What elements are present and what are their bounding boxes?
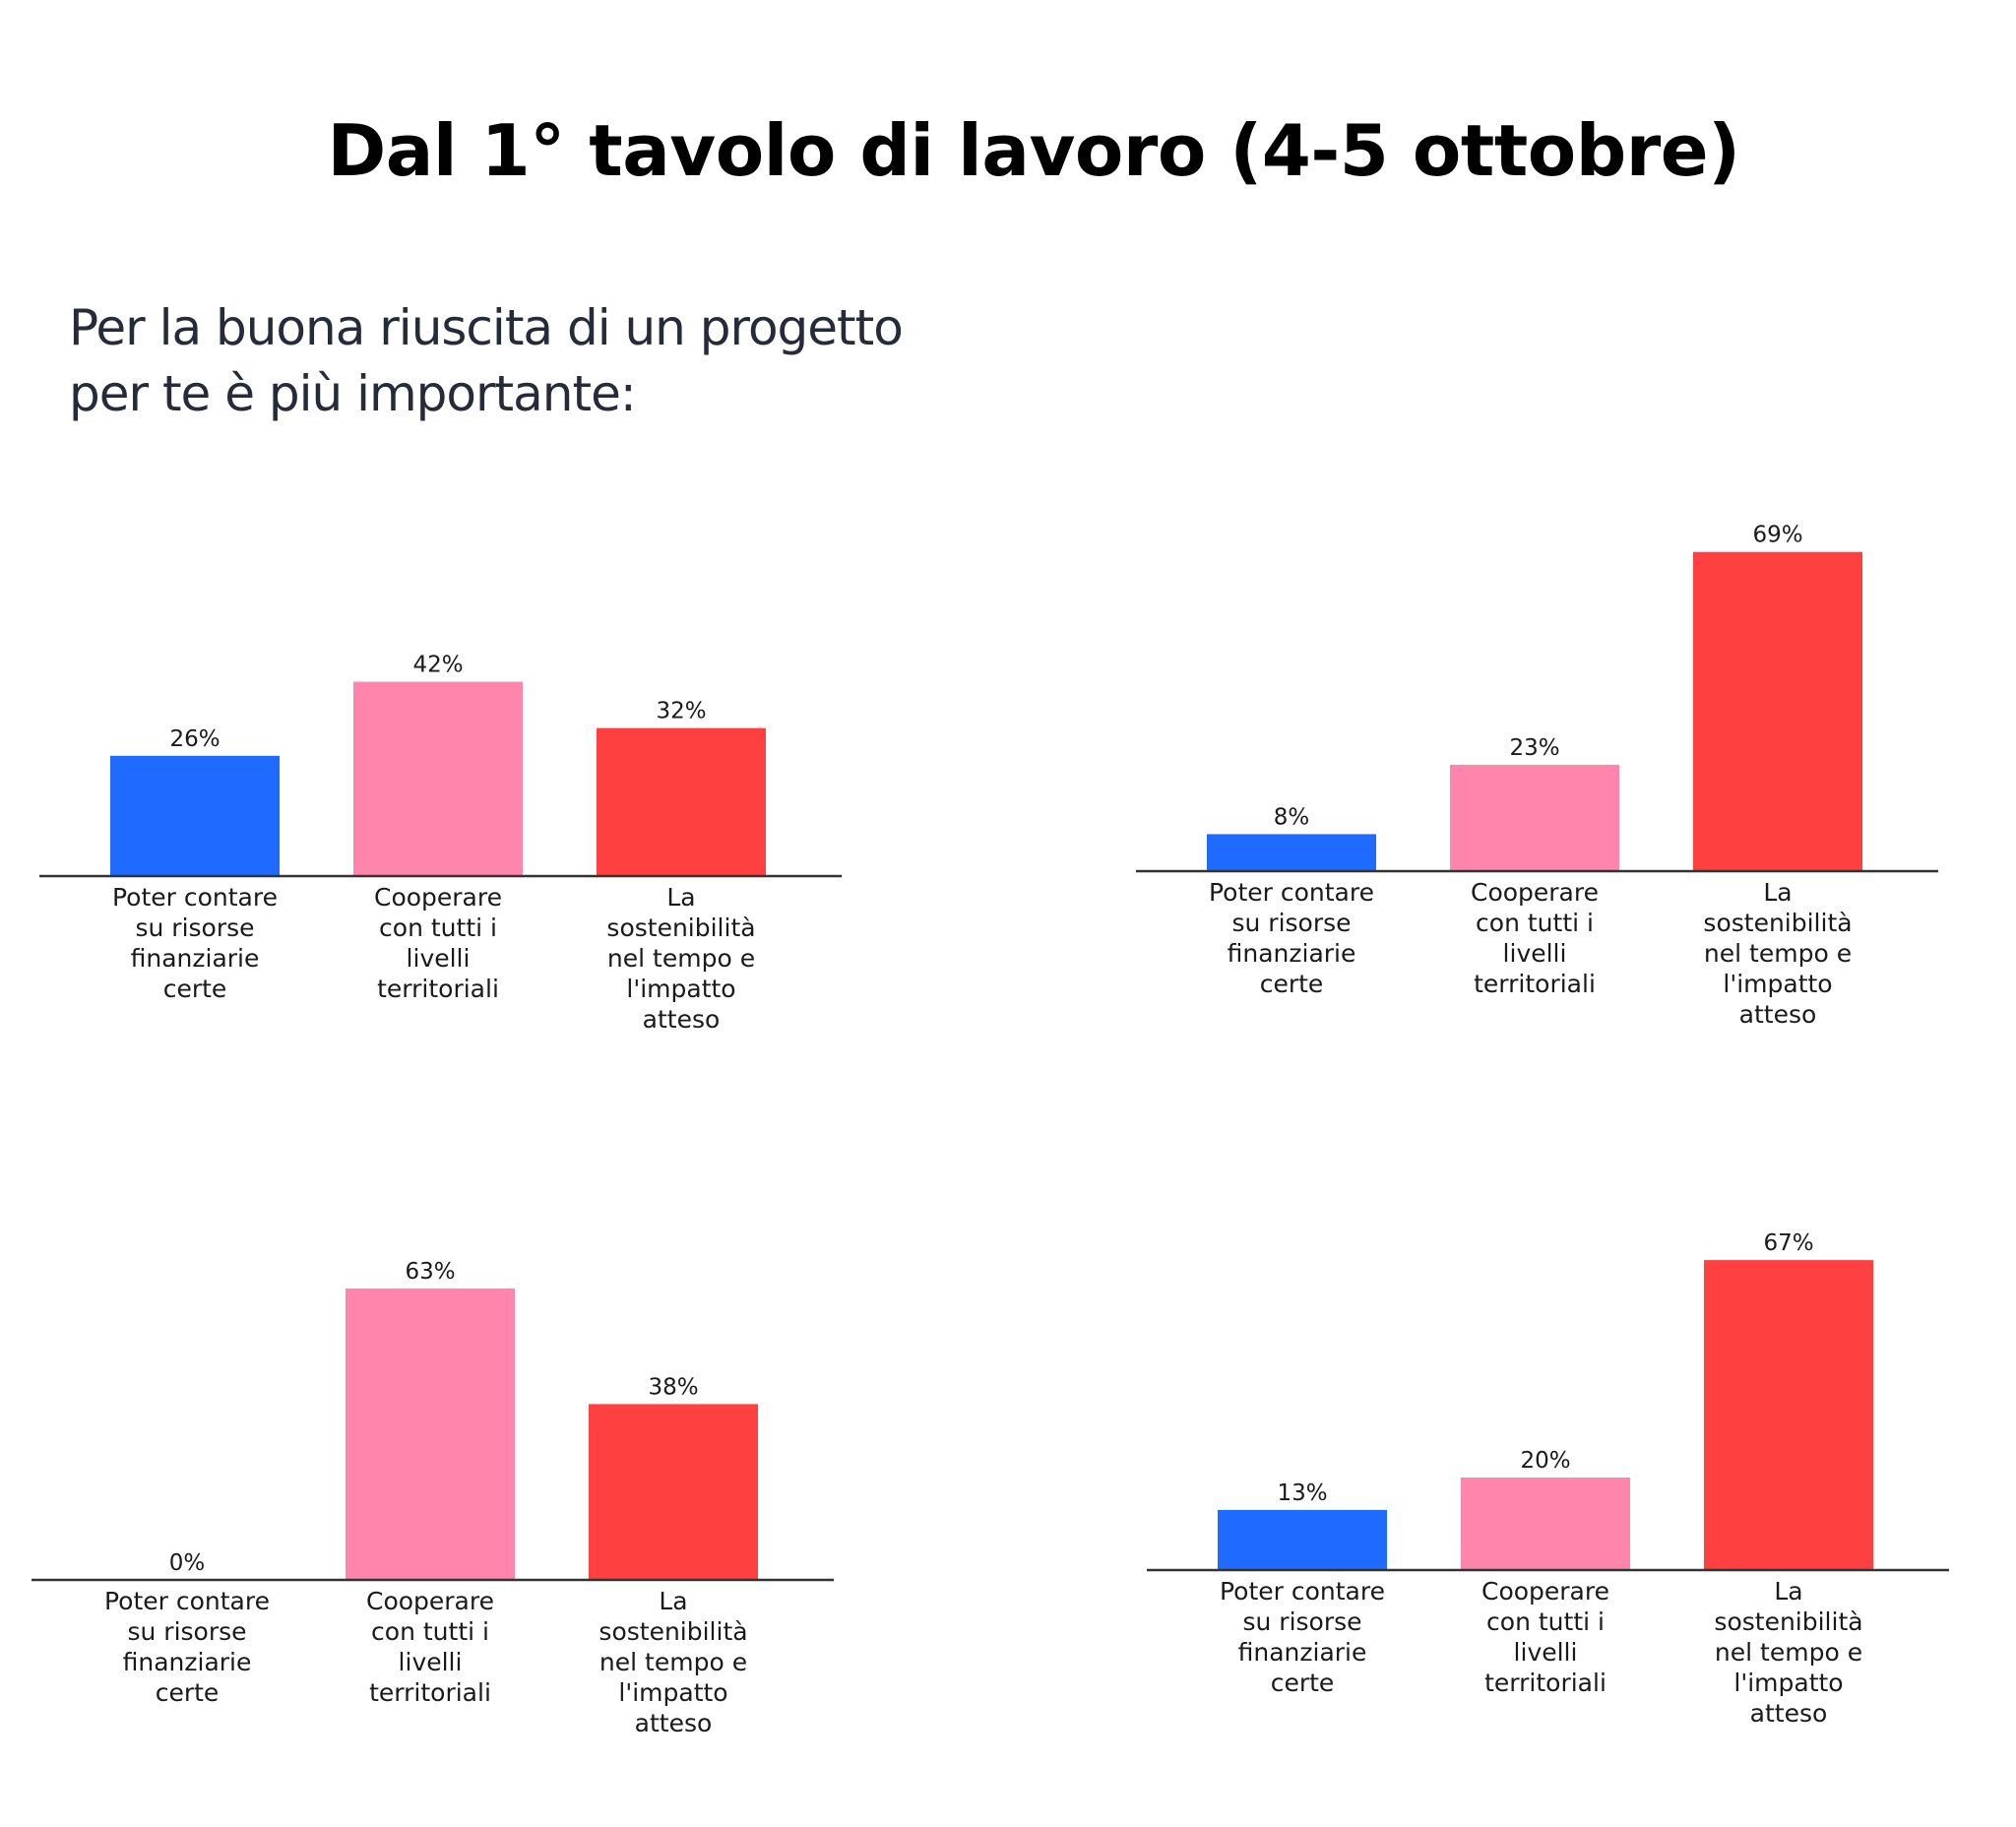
value-label-2: 20% <box>1520 1448 1570 1474</box>
category-label-2-line-1: Cooperare <box>374 883 502 912</box>
value-label-2: 42% <box>412 653 463 678</box>
bar-chart-top-right: 8% Poter contare su risorse finanziarie cert… <box>1136 507 1983 1058</box>
bar-3 <box>1693 551 1862 871</box>
value-label-3: 69% <box>1752 523 1802 548</box>
question-line-2: per te è più importante: <box>69 365 637 422</box>
category-label-3-line-5: atteso <box>643 1005 721 1034</box>
category-label-2-line-2: con tutti i <box>371 1617 489 1646</box>
bar-1 <box>1207 834 1376 871</box>
page-title: Dal 1° tavolo di lavoro (4-5 ottobre) <box>327 109 1740 192</box>
bar-2 <box>353 681 523 876</box>
category-label-1-line-1: Poter contare <box>104 1587 270 1615</box>
category-label-3-line-4: l'impatto <box>1733 1669 1843 1697</box>
value-label-2: 23% <box>1509 735 1559 761</box>
category-label-1-line-1: Poter contare <box>112 883 278 912</box>
category-label-2-line-4: territoriali <box>1474 970 1596 998</box>
category-label-2-line-4: territoriali <box>369 1678 491 1707</box>
category-label-1-line-4: certe <box>1260 970 1324 998</box>
value-label-1: 8% <box>1274 804 1310 830</box>
category-label-3-line-5: atteso <box>635 1709 713 1737</box>
category-label-3-line-4: l'impatto <box>626 975 735 1003</box>
category-label-3-line-1: La <box>666 883 695 912</box>
category-label-3-line-3: nel tempo e <box>599 1648 747 1676</box>
category-label-2-line-2: con tutti i <box>1486 1607 1605 1636</box>
category-label-2-line-2: con tutti i <box>1476 909 1594 937</box>
category-label-2-line-1: Cooperare <box>1481 1577 1609 1606</box>
category-label-1-line-1: Poter contare <box>1220 1577 1385 1606</box>
category-label-1-line-2: su risorse <box>1231 909 1351 937</box>
category-label-3-line-2: sostenibilità <box>1714 1607 1862 1636</box>
category-label-3-line-5: atteso <box>1739 1000 1817 1029</box>
category-label-2-line-1: Cooperare <box>1471 878 1599 907</box>
category-label-3-line-3: nel tempo e <box>1715 1638 1862 1667</box>
value-label-3: 32% <box>656 699 706 724</box>
category-label-3-line-1: La <box>659 1587 687 1615</box>
bar-1 <box>1218 1509 1387 1570</box>
category-label-1-line-4: certe <box>163 975 227 1003</box>
bar-2 <box>346 1288 515 1580</box>
category-label-3-line-2: sostenibilità <box>598 1617 747 1646</box>
category-label-1-line-2: su risorse <box>1242 1607 1361 1636</box>
bar-chart-bottom-left: 0% Poter contare su risorse finanziarie cert… <box>32 1216 878 1767</box>
value-label-3: 38% <box>648 1374 698 1400</box>
value-label-2: 63% <box>405 1259 455 1285</box>
category-label-1-line-3: finanziarie <box>1228 939 1356 968</box>
category-label-2-line-2: con tutti i <box>379 914 497 942</box>
category-label-3-line-3: nel tempo e <box>607 944 755 973</box>
category-label-3-line-4: l'impatto <box>618 1678 727 1707</box>
bar-3 <box>597 727 766 876</box>
category-label-1-line-1: Poter contare <box>1209 878 1374 907</box>
category-label-1-line-4: certe <box>1271 1669 1335 1697</box>
category-label-2-line-3: livelli <box>407 944 471 973</box>
value-label-1: 26% <box>169 726 220 752</box>
bar-2 <box>1461 1478 1630 1570</box>
bar-2 <box>1450 764 1619 871</box>
category-label-3-line-2: sostenibilità <box>1703 909 1852 937</box>
category-label-1-line-3: finanziarie <box>1238 1638 1367 1667</box>
category-label-1-line-3: finanziarie <box>131 944 260 973</box>
question-line-1: Per la buona riuscita di un progetto <box>69 299 904 356</box>
category-label-2-line-1: Cooperare <box>366 1587 494 1615</box>
category-label-2-line-4: territoriali <box>1484 1669 1606 1697</box>
category-label-3-line-5: atteso <box>1750 1699 1828 1728</box>
value-label-3: 67% <box>1763 1230 1813 1256</box>
category-label-3-line-4: l'impatto <box>1723 970 1832 998</box>
category-label-2-line-3: livelli <box>1503 939 1567 968</box>
bar-chart-top-left: 26% Poter contare su risorse finanziarie cer… <box>39 512 886 1063</box>
value-label-1: 0% <box>169 1550 206 1576</box>
question-text: Per la buona riuscita di un progetto per… <box>69 295 1053 427</box>
category-label-3-line-2: sostenibilità <box>606 914 755 942</box>
category-label-1-line-3: finanziarie <box>123 1648 252 1676</box>
category-label-1-line-2: su risorse <box>135 914 254 942</box>
bar-chart-bottom-right: 13% Poter contare su risorse finanziarie cer… <box>1147 1206 1993 1757</box>
bar-1 <box>110 755 280 876</box>
category-label-2-line-3: livelli <box>399 1648 463 1676</box>
bar-3 <box>1704 1260 1873 1570</box>
category-label-3-line-1: La <box>1774 1577 1802 1606</box>
category-label-2-line-4: territoriali <box>377 975 499 1003</box>
category-label-1-line-2: su risorse <box>127 1617 246 1646</box>
value-label-1: 13% <box>1277 1480 1327 1506</box>
category-label-3-line-1: La <box>1763 878 1792 907</box>
category-label-2-line-3: livelli <box>1514 1638 1578 1667</box>
category-label-3-line-3: nel tempo e <box>1704 939 1852 968</box>
category-label-1-line-4: certe <box>156 1678 220 1707</box>
bar-3 <box>589 1404 758 1580</box>
